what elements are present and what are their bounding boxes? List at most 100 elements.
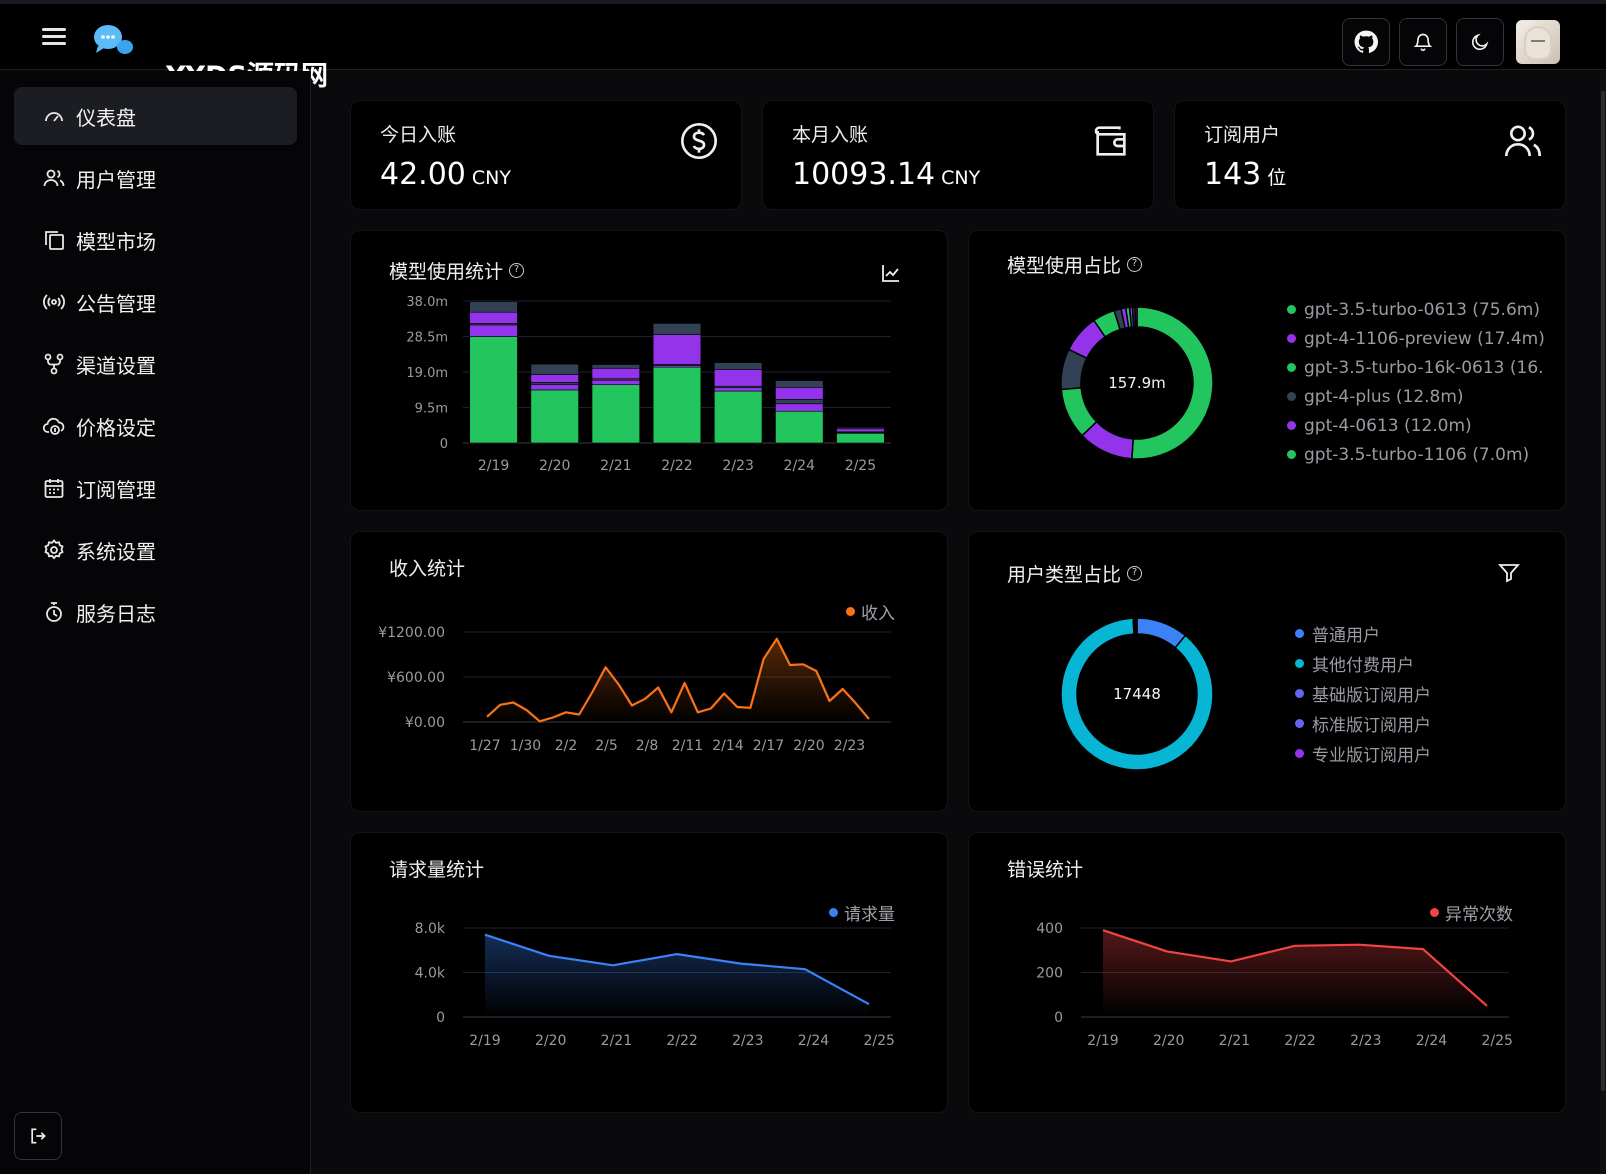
page-scrollbar[interactable] [1600,71,1606,1174]
help-icon[interactable]: ? [509,263,525,278]
bar-segment [530,363,579,375]
legend-dot [1287,450,1296,459]
sidebar-item-channels[interactable]: 渠道设置 [14,335,297,393]
legend-dot [1287,334,1296,343]
legend-item[interactable]: gpt-3.5-turbo-0613 (75.6m) [1287,295,1547,324]
top-bar [0,4,1606,70]
legend-dot [1295,748,1304,758]
window-top-strip [0,0,1606,4]
sidebar-item-subscriptions[interactable]: 订阅管理 [14,459,297,517]
help-icon[interactable]: ? [1127,566,1143,581]
y-tick-label: ¥600.00 [387,670,445,686]
x-tick-label: 2/20 [535,1033,566,1049]
legend-label: gpt-4-0613 (12.0m) [1304,415,1472,436]
stat-value: 10093.14 CNY [792,157,981,192]
bar-segment [591,379,641,386]
y-tick-label: 4.0k [415,966,446,982]
legend-item[interactable]: 普通用户 [1295,618,1515,648]
legend-label: gpt-3.5-turbo-1106 (7.0m) [1304,444,1530,465]
legend-label: gpt-3.5-turbo-0613 (75.6m) [1304,299,1540,320]
x-tick-label: 2/19 [478,458,509,474]
legend-item[interactable]: gpt-3.5-turbo-1106 (7.0m) [1287,440,1547,469]
wallet-icon [1094,126,1126,156]
y-tick-label: 400 [1036,921,1063,937]
github-button[interactable] [1342,18,1390,66]
sidebar-item-settings[interactable]: 系统设置 [14,521,297,579]
x-tick-label: 2/20 [539,458,570,474]
line-chart-icon[interactable] [879,261,903,285]
legend-dot [1287,305,1296,314]
legend-item[interactable]: gpt-4-plus (12.8m) [1287,382,1547,411]
legend-item[interactable]: 标准版订阅用户 [1295,708,1515,738]
bar-segment [530,374,579,383]
x-tick-label: 2/25 [845,458,876,474]
legend-dot [829,908,838,917]
stat-value: 42.00 CNY [380,157,511,192]
user-type-chart: 17448 [1060,617,1214,771]
sidebar-item-dashboard[interactable]: 仪表盘 [14,87,297,145]
x-tick-label: 2/5 [595,738,618,754]
bar-segment [591,384,641,444]
income-legend[interactable]: 收入 [846,599,895,624]
card-title: 用户类型占比? [1007,560,1143,587]
sidebar-item-announcements[interactable]: 公告管理 [14,273,297,331]
log-icon [46,602,62,622]
sidebar-item-model-market[interactable]: 模型市场 [14,211,297,269]
legend-item[interactable]: gpt-3.5-turbo-16k-0613 (16. [1287,353,1547,382]
legend-item[interactable]: gpt-4-0613 (12.0m) [1287,411,1547,440]
bar-segment [591,367,641,380]
sidebar-item-pricing[interactable]: 价格设定 [14,397,297,455]
legend-item[interactable]: gpt-4-1106-preview (17.4m) [1287,324,1547,353]
requests-legend[interactable]: 请求量 [829,900,895,925]
avatar[interactable] [1516,20,1560,64]
bar-segment [652,366,702,444]
x-tick-label: 2/21 [1219,1033,1250,1049]
logout-button[interactable] [14,1112,62,1160]
sidebar-item-logs[interactable]: 服务日志 [14,583,297,641]
errors-legend[interactable]: 异常次数 [1430,900,1513,925]
chat-bubbles-logo [94,25,133,54]
legend-item[interactable]: 基础版订阅用户 [1295,678,1515,708]
x-tick-label: 2/24 [784,458,816,474]
logout-icon [31,1128,46,1144]
sidebar: 仪表盘 用户管理 模型市场 公告管理 渠道设置 价格设定 订阅管理 系统设置 服… [0,71,311,1174]
legend-item[interactable]: 其他付费用户 [1295,648,1515,678]
notifications-button[interactable] [1399,18,1447,66]
theme-toggle-button[interactable] [1456,18,1504,66]
series-line [486,637,870,723]
legend-label: gpt-3.5-turbo-16k-0613 (16. [1304,357,1544,378]
requests-card: 请求量统计 请求量 0 4.0k 8.0k 2/19 2/20 2/21 2/22 2/23 2… [350,832,948,1113]
area-fill [485,934,869,1017]
x-tick-label: 2/25 [863,1033,894,1049]
sidebar-item-label: 服务日志 [76,601,156,626]
legend-dot [1287,421,1296,430]
donut-center-label: 17448 [1113,685,1161,703]
y-tick-label: 0 [436,1010,445,1026]
y-tick-label: ¥1200.00 [378,625,445,641]
bar-segment [530,389,579,444]
filter-icon[interactable] [1497,560,1521,584]
x-tick-label: 2/21 [601,1033,632,1049]
y-tick-label: 200 [1036,966,1063,982]
stat-title: 订阅用户 [1204,124,1281,146]
y-tick-label: 0 [1054,1010,1063,1026]
legend-label: 其他付费用户 [1312,655,1414,676]
legend-item[interactable]: 专业版订阅用户 [1295,738,1515,768]
x-tick-label: 2/17 [753,738,784,754]
legend-dot [1295,628,1304,638]
card-title: 收入统计 [389,558,466,580]
x-tick-label: 2/2 [555,738,578,754]
bar-segment [836,428,885,433]
sidebar-item-label: 渠道设置 [76,353,156,378]
stat-value: 143 位 [1204,157,1287,192]
help-icon[interactable]: ? [1127,257,1143,272]
x-tick-label: 2/23 [732,1033,763,1049]
scrollbar-thumb[interactable] [1601,91,1605,1091]
users-icon [1505,125,1541,157]
sidebar-item-users[interactable]: 用户管理 [14,149,297,207]
x-tick-label: 2/22 [666,1033,697,1049]
hamburger-icon[interactable] [40,24,68,52]
bar-segment [713,390,763,444]
legend-dot [1430,908,1439,917]
legend-label: gpt-4-1106-preview (17.4m) [1304,328,1545,349]
